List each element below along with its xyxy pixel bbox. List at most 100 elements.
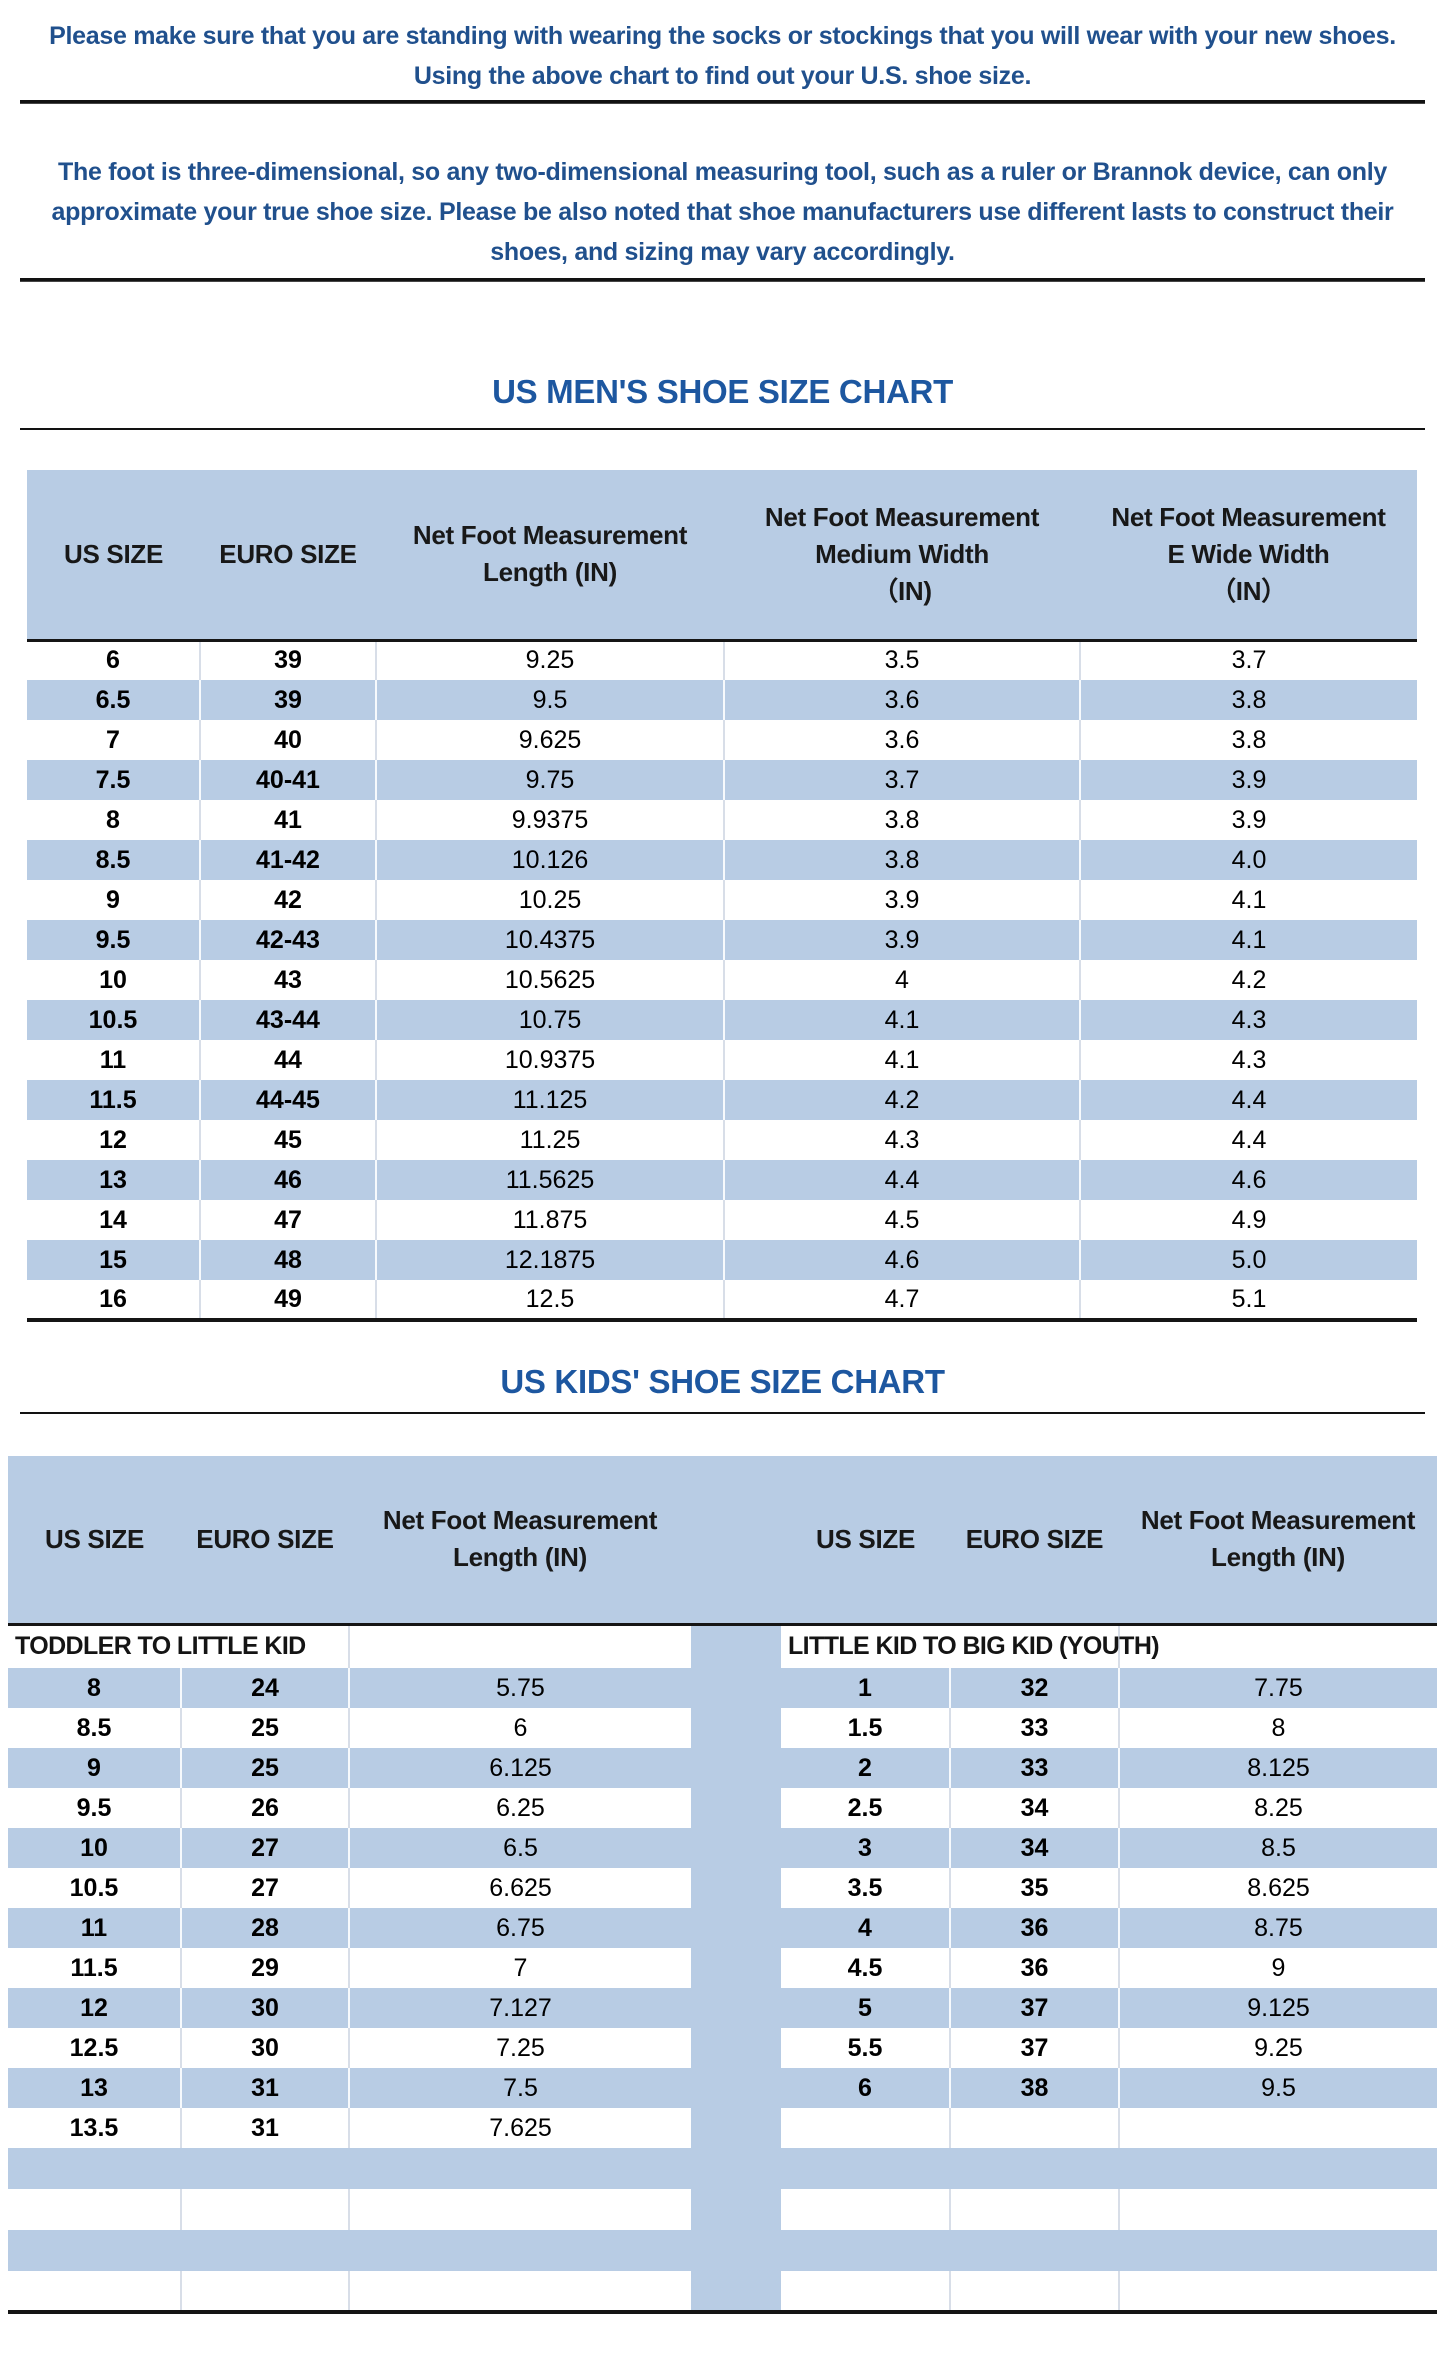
table-cell — [181, 2189, 350, 2230]
table-cell — [1119, 2230, 1437, 2271]
header-e-wide-width: Net Foot Measurement E Wide Width （IN） — [1080, 470, 1417, 642]
table-row: 10 43 10.5625 4 4.2 — [27, 960, 1417, 1000]
table-cell — [950, 2148, 1119, 2189]
spacer-column — [691, 1788, 781, 1828]
table-cell — [181, 2230, 349, 2271]
table-cell: 3.8 — [724, 840, 1081, 880]
intro-paragraph-measuring: The foot is three-dimensional, so any tw… — [0, 152, 1445, 272]
table-cell: 10 — [27, 960, 201, 1000]
table-cell — [781, 2108, 951, 2148]
kids-chart-title: US KIDS' SHOE SIZE CHART — [500, 1363, 945, 1400]
table-cell: 9.25 — [376, 640, 725, 680]
table-cell: 10.4375 — [376, 920, 725, 960]
table-row: 11.5 44-45 11.125 4.2 4.4 — [27, 1080, 1417, 1120]
table-cell: 10.25 — [376, 880, 725, 920]
table-cell: 3.9 — [724, 920, 1081, 960]
table-cell — [349, 2271, 691, 2312]
table-cell: 34 — [950, 1828, 1120, 1868]
table-cell: 4.2 — [1231, 965, 1267, 994]
table-cell: 8.625 — [1247, 1873, 1310, 1902]
spacer-column — [691, 1708, 781, 1748]
table-cell: 37 — [950, 2028, 1120, 2068]
table-cell: 4.4 — [1231, 1085, 1267, 1114]
table-cell: 6.125 — [489, 1753, 552, 1782]
table-cell — [950, 2189, 1120, 2230]
spacer-column — [691, 1908, 781, 1948]
table-cell: 9.75 — [376, 760, 725, 800]
horizontal-divider — [20, 278, 1425, 282]
table-cell: 3.8 — [1231, 685, 1267, 714]
spacer-column — [691, 2271, 781, 2312]
table-cell: 4.5 — [724, 1200, 1081, 1240]
table-cell — [1119, 2271, 1437, 2312]
table-row: 7 40 9.625 3.6 3.8 — [27, 720, 1417, 760]
table-cell: 12.5 — [8, 2028, 182, 2068]
table-cell: 15 — [27, 1240, 201, 1280]
table-cell: 5.0 — [1231, 1245, 1267, 1274]
table-cell: 9.5 — [27, 920, 201, 960]
table-cell — [349, 1624, 691, 1668]
table-cell — [349, 2189, 691, 2230]
spacer-column — [691, 2068, 781, 2108]
table-cell — [781, 2230, 950, 2271]
table-row: 10.5 43-44 10.75 4.1 4.3 — [27, 1000, 1417, 1040]
table-cell: 7 — [27, 720, 201, 760]
table-cell: 4.1 — [724, 1000, 1081, 1040]
table-cell: 10.5 — [27, 1000, 201, 1040]
header-us-size-left: US SIZE — [8, 1456, 181, 1626]
kids-table-header: US SIZE EURO SIZE Net Foot Measurement L… — [8, 1456, 1437, 1626]
table-cell: 9 — [8, 1748, 182, 1788]
table-row: 11.5 29 7 4.5 36 9 — [8, 1948, 1437, 1988]
table-cell: 48 — [200, 1240, 377, 1280]
table-cell: 6.25 — [496, 1793, 545, 1822]
table-cell — [950, 2271, 1120, 2312]
table-cell — [349, 2148, 691, 2189]
table-cell: 8 — [27, 800, 201, 840]
table-cell: 9.5 — [376, 680, 725, 720]
table-cell: 9 — [1271, 1953, 1286, 1982]
table-cell: 10.5625 — [376, 960, 725, 1000]
table-row: 7.5 40-41 9.75 3.7 3.9 — [27, 760, 1417, 800]
section-label-youth: LITTLE KID TO BIG KID (YOUTH) — [781, 1624, 1160, 1668]
table-cell: 25 — [181, 1708, 350, 1748]
table-cell: 4.2 — [724, 1080, 1081, 1120]
table-cell: 4.3 — [724, 1120, 1081, 1160]
table-cell: 4.0 — [1231, 845, 1267, 874]
table-cell — [1119, 2148, 1437, 2189]
spacer-column — [691, 2189, 781, 2230]
table-cell: 6.75 — [496, 1913, 545, 1942]
table-cell: 13 — [8, 2068, 182, 2108]
table-cell — [349, 2230, 691, 2271]
table-cell: 7 — [513, 1953, 528, 1982]
table-cell — [8, 2148, 181, 2189]
table-cell: 4.3 — [1231, 1005, 1267, 1034]
table-row: 13 46 11.5625 4.4 4.6 — [27, 1160, 1417, 1200]
table-row: 10 27 6.5 3 34 8.5 — [8, 1828, 1437, 1868]
table-row: 14 47 11.875 4.5 4.9 — [27, 1200, 1417, 1240]
table-cell: 3.9 — [724, 880, 1081, 920]
table-cell: 4.6 — [724, 1240, 1081, 1280]
table-cell: 34 — [950, 1788, 1120, 1828]
table-cell: 6 — [27, 640, 201, 680]
table-cell: 41 — [200, 800, 377, 840]
table-row: 8.5 41-42 10.126 3.8 4.0 — [27, 840, 1417, 880]
header-length-right: Net Foot Measurement Length (IN) — [1119, 1456, 1437, 1626]
intro-paragraph-socks: Please make sure that you are standing w… — [0, 0, 1445, 96]
spacer-column — [691, 1624, 781, 1668]
table-cell: 10.126 — [376, 840, 725, 880]
table-row: 9.5 42-43 10.4375 3.9 4.1 — [27, 920, 1417, 960]
spacer-column — [691, 1828, 781, 1868]
table-cell: 41-42 — [200, 840, 377, 880]
mens-table-header: US SIZE EURO SIZE Net Foot Measurement L… — [27, 470, 1417, 642]
table-cell: 11.5 — [8, 1948, 182, 1988]
table-cell: 3.7 — [1231, 646, 1267, 675]
table-cell: 8.125 — [1247, 1753, 1310, 1782]
table-cell: 32 — [950, 1668, 1120, 1708]
table-cell: 3.7 — [724, 760, 1081, 800]
table-cell: 13 — [27, 1160, 201, 1200]
table-row: 8.5 25 6 1.5 33 8 — [8, 1708, 1437, 1748]
table-cell: 36 — [950, 1948, 1120, 1988]
table-cell: 11.875 — [376, 1200, 725, 1240]
table-cell: 6.5 — [27, 680, 201, 720]
